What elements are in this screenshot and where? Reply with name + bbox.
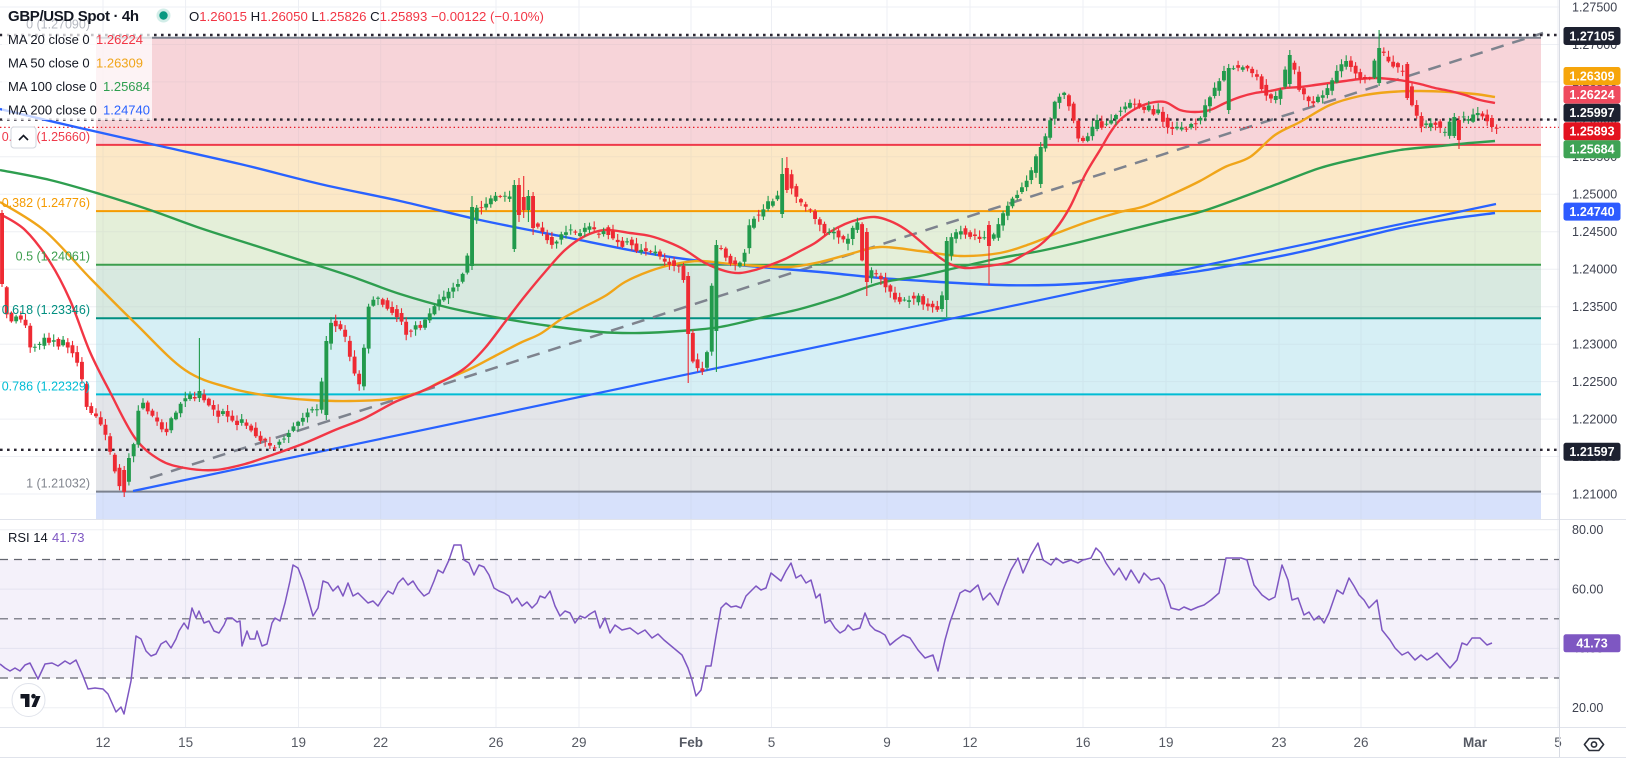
svg-text:60.00: 60.00 <box>1572 582 1603 596</box>
svg-text:1.26309: 1.26309 <box>1569 69 1614 83</box>
svg-text:1.25684: 1.25684 <box>1569 143 1614 157</box>
svg-text:Feb: Feb <box>679 735 703 750</box>
svg-text:26: 26 <box>488 735 503 750</box>
svg-text:MA 20 close 0: MA 20 close 0 <box>8 32 90 47</box>
svg-text:1.26309: 1.26309 <box>96 56 143 71</box>
svg-text:1.24740: 1.24740 <box>103 103 150 118</box>
svg-text:1 (1.21032): 1 (1.21032) <box>26 477 90 491</box>
svg-text:1.24500: 1.24500 <box>1572 225 1617 239</box>
svg-text:12: 12 <box>962 735 977 750</box>
svg-text:1.25684: 1.25684 <box>103 79 150 94</box>
svg-text:41.73: 41.73 <box>52 530 85 545</box>
svg-text:MA 100 close 0: MA 100 close 0 <box>8 79 97 94</box>
svg-text:Mar: Mar <box>1463 735 1488 750</box>
svg-text:0.382 (1.24776): 0.382 (1.24776) <box>2 196 90 210</box>
svg-text:19: 19 <box>291 735 306 750</box>
svg-text:0.5 (1.24061): 0.5 (1.24061) <box>16 250 90 264</box>
svg-text:80.00: 80.00 <box>1572 523 1603 537</box>
svg-text:0 (1.27090): 0 (1.27090) <box>26 18 90 32</box>
svg-text:0.618 (1.23346): 0.618 (1.23346) <box>2 303 90 317</box>
svg-text:1.25997: 1.25997 <box>1569 106 1614 120</box>
svg-text:1.21000: 1.21000 <box>1572 487 1617 501</box>
svg-text:1.22000: 1.22000 <box>1572 412 1617 426</box>
svg-text:1.22500: 1.22500 <box>1572 375 1617 389</box>
svg-text:O1.26015 H1.26050 L1.25826 C1.: O1.26015 H1.26050 L1.25826 C1.25893 −0.0… <box>189 9 544 24</box>
svg-text:1.27105: 1.27105 <box>1569 29 1614 43</box>
svg-text:RSI 14: RSI 14 <box>8 530 48 545</box>
svg-text:9: 9 <box>883 735 891 750</box>
svg-text:12: 12 <box>95 735 110 750</box>
svg-text:1.23500: 1.23500 <box>1572 300 1617 314</box>
svg-text:15: 15 <box>178 735 193 750</box>
svg-text:GBP/USD Spot · 4h: GBP/USD Spot · 4h <box>8 8 139 25</box>
svg-text:1.25000: 1.25000 <box>1572 188 1617 202</box>
svg-text:1.26224: 1.26224 <box>96 32 143 47</box>
svg-text:1.26224: 1.26224 <box>1569 88 1614 102</box>
svg-text:5: 5 <box>768 735 776 750</box>
svg-text:1.23000: 1.23000 <box>1572 338 1617 352</box>
svg-text:29: 29 <box>571 735 586 750</box>
svg-text:23: 23 <box>1271 735 1286 750</box>
svg-text:0.786 (1.22329): 0.786 (1.22329) <box>2 379 90 393</box>
svg-text:20.00: 20.00 <box>1572 701 1603 715</box>
svg-text:1.21597: 1.21597 <box>1569 445 1614 459</box>
svg-text:19: 19 <box>1158 735 1173 750</box>
svg-text:22: 22 <box>373 735 388 750</box>
svg-text:1.24000: 1.24000 <box>1572 263 1617 277</box>
svg-text:5: 5 <box>1554 735 1562 750</box>
svg-text:MA 200 close 0: MA 200 close 0 <box>8 103 97 118</box>
svg-text:1.25893: 1.25893 <box>1569 125 1614 139</box>
svg-text:26: 26 <box>1353 735 1368 750</box>
svg-text:MA 50 close 0: MA 50 close 0 <box>8 56 90 71</box>
svg-text:1.24740: 1.24740 <box>1569 205 1614 219</box>
svg-text:1.27500: 1.27500 <box>1572 0 1617 14</box>
svg-text:16: 16 <box>1075 735 1090 750</box>
svg-text:41.73: 41.73 <box>1576 637 1607 651</box>
